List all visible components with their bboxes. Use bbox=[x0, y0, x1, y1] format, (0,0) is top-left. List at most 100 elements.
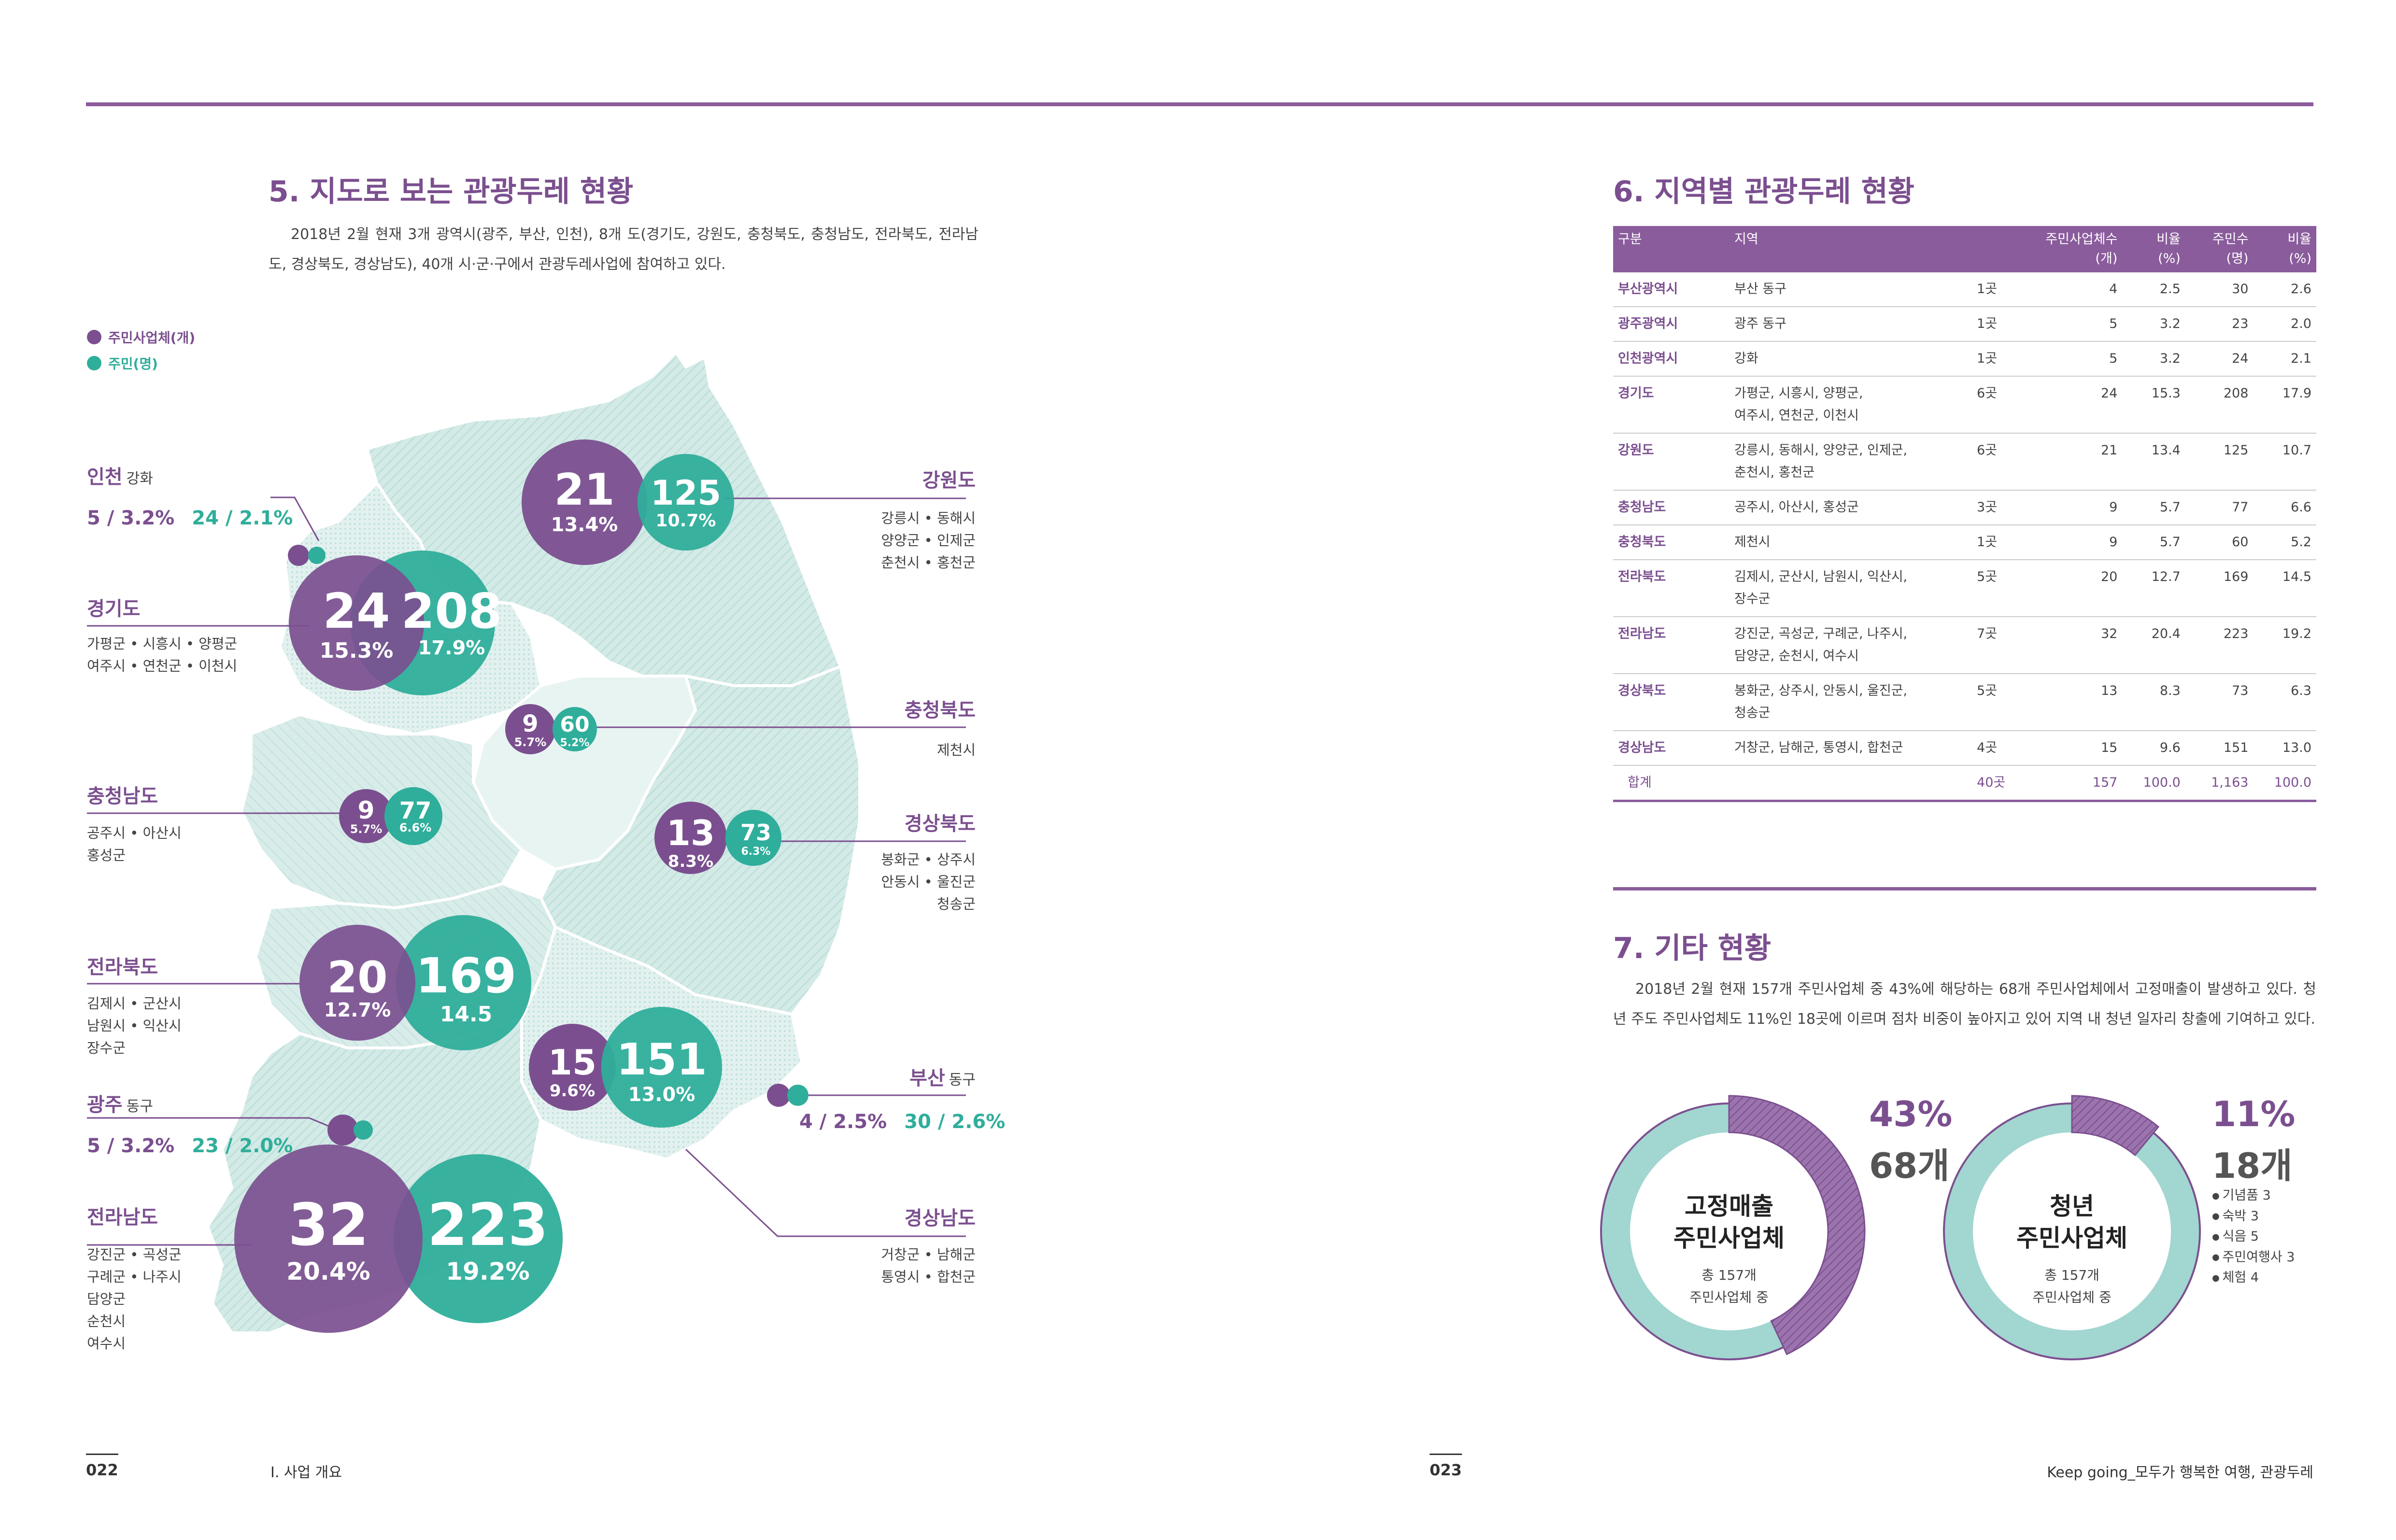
table-cell: 3.2 bbox=[2122, 307, 2185, 342]
legend-biz-label: 주민사업체(개) bbox=[108, 330, 196, 346]
table-cell: 공주시, 아산시, 홍성군 bbox=[1729, 490, 1972, 525]
bubble-gyeonggi-res-val: 208 bbox=[401, 583, 502, 639]
table-cell: 가평군, 시흥시, 양평군, 여주시, 연천군, 이천시 bbox=[1729, 376, 1972, 434]
table-cell: 1,163 bbox=[2185, 765, 2254, 802]
table-cell: 김제시, 군산시, 남원시, 익산시, 장수군 bbox=[1729, 560, 1972, 617]
table-header-row: 구분 지역 주민사업체수 (개) 비율 (%) 주민수 (명) 비율 (%) bbox=[1613, 226, 2316, 272]
map-intro-text: 2018년 2월 현재 3개 광역시(광주, 부산, 인천), 8개 도(경기도… bbox=[269, 226, 978, 273]
table-cell: 전라북도 bbox=[1613, 560, 1730, 617]
table-cell: 157 bbox=[2030, 765, 2123, 802]
table-row: 전라남도 강진군, 곡성군, 구례군, 나주시, 담양군, 순천시, 여수시 7곳 3… bbox=[1613, 617, 2316, 674]
donut1-title: 고정매출 주민사업체 bbox=[1673, 1192, 1785, 1252]
table-row: 충청북도 제천시 1곳 9 5.7 60 5.2 bbox=[1613, 525, 2316, 560]
region-chungnam-name: 충청남도 bbox=[87, 785, 158, 807]
region-incheon-name: 인천 강화 bbox=[87, 466, 153, 488]
region-gwangju-stats: 5 / 3.2% 23 / 2.0% bbox=[87, 1135, 293, 1157]
donut-fixed-revenue bbox=[1600, 1095, 1866, 1360]
table-cell: 10.7 bbox=[2253, 433, 2316, 491]
table-cell: 광주광역시 bbox=[1613, 307, 1730, 342]
legend-residents: 주민(명) bbox=[87, 353, 158, 373]
table-cell: 7곳 bbox=[1972, 617, 2030, 674]
table-cell: 강릉시, 동해시, 양양군, 인제군, 춘천시, 홍천군 bbox=[1729, 433, 1972, 491]
list-item: 숙박 3 bbox=[2212, 1206, 2295, 1227]
bubble-gyeongnam-res-val: 151 bbox=[616, 1034, 707, 1085]
bubble-gyeongnam-res-pct: 13.0% bbox=[628, 1084, 695, 1106]
table-cell: 2.6 bbox=[2253, 272, 2316, 307]
table-cell: 인천광역시 bbox=[1613, 341, 1730, 377]
table-cell: 광주 동구 bbox=[1729, 307, 1972, 342]
table-total-row: 합계 40곳 157 100.0 1,163 100.0 bbox=[1613, 765, 2316, 802]
bubble-chungbuk-biz-val: 9 bbox=[522, 710, 538, 737]
table-cell: 6.3 bbox=[2253, 674, 2316, 731]
table-cell: 6곳 bbox=[1972, 376, 2030, 434]
table-cell: 3곳 bbox=[1972, 490, 2030, 525]
table-cell: 경상북도 bbox=[1613, 674, 1730, 731]
table-cell: 223 bbox=[2185, 617, 2254, 674]
table-row: 부산광역시 부산 동구 1곳 4 2.5 30 2.6 bbox=[1613, 272, 2316, 307]
donut2-count: 18개 bbox=[2212, 1145, 2293, 1186]
table-cell: 24 bbox=[2030, 376, 2123, 434]
region-jeonbuk-name: 전라북도 bbox=[87, 956, 158, 978]
bubble-jeonbuk-res-pct: 14.5 bbox=[440, 1002, 493, 1027]
table-row: 충청남도 공주시, 아산시, 홍성군 3곳 9 5.7 77 6.6 bbox=[1613, 490, 2316, 525]
bubble-jeonbuk-biz-val: 20 bbox=[327, 952, 387, 1003]
bubble-chart: 21 13.4% 125 10.7% 24 15.3% 208 17.9% 9 … bbox=[234, 439, 808, 1333]
table-cell: 1곳 bbox=[1972, 272, 2030, 307]
table-cell: 30 bbox=[2185, 272, 2254, 307]
col-header-category: 구분 bbox=[1613, 226, 1730, 272]
table-row: 인천광역시 강화 1곳 5 3.2 24 2.1 bbox=[1613, 341, 2316, 377]
table-cell: 73 bbox=[2185, 674, 2254, 731]
table-cell: 충청남도 bbox=[1613, 490, 1730, 525]
col-header-residents: 주민수 (명) bbox=[2185, 226, 2254, 272]
section-separator bbox=[1613, 887, 2316, 890]
bubble-chungbuk-res bbox=[553, 707, 597, 751]
table-cell: 경기도 bbox=[1613, 376, 1730, 434]
table-cell: 20 bbox=[2030, 560, 2123, 617]
table-cell: 9 bbox=[2030, 525, 2123, 560]
table-row: 경기도 가평군, 시흥시, 양평군, 여주시, 연천군, 이천시 6곳 24 15.3 2… bbox=[1613, 376, 2316, 434]
bubble-gyeonggi-res-pct: 17.9% bbox=[418, 637, 485, 659]
bubble-jeonnam-biz bbox=[234, 1144, 423, 1333]
table-row: 광주광역시 광주 동구 1곳 5 3.2 23 2.0 bbox=[1613, 307, 2316, 342]
region-busan-stats: 4 / 2.5% 30 / 2.6% bbox=[799, 1111, 1006, 1133]
table-cell: 32 bbox=[2030, 617, 2123, 674]
table-cell: 5.7 bbox=[2122, 525, 2185, 560]
table-cell: 5곳 bbox=[1972, 674, 2030, 731]
table-cell: 12.7 bbox=[2122, 560, 2185, 617]
table-cell: 8.3 bbox=[2122, 674, 2185, 731]
table-row: 강원도 강릉시, 동해시, 양양군, 인제군, 춘천시, 홍천군 6곳 21 13.4 1… bbox=[1613, 433, 2316, 491]
bubble-gangwon-biz-pct: 13.4% bbox=[551, 514, 618, 536]
region-busan-name: 부산 동구 bbox=[909, 1067, 976, 1089]
table-cell: 9.6 bbox=[2122, 731, 2185, 766]
table-section-title: 6. 지역별 관광두레 현황 bbox=[1613, 175, 1915, 209]
bubble-gyeongbuk-biz-pct: 8.3% bbox=[668, 852, 713, 871]
bubble-chungnam-biz-val: 9 bbox=[358, 796, 375, 824]
table-row: 전라북도 김제시, 군산시, 남원시, 익산시, 장수군 5곳 20 12.7 169 14… bbox=[1613, 560, 2316, 617]
bubble-chungnam-biz bbox=[339, 789, 393, 843]
table-cell: 13.4 bbox=[2122, 433, 2185, 491]
bubble-gyeonggi-biz bbox=[289, 555, 424, 691]
bubble-jeonnam-res-val: 223 bbox=[427, 1192, 549, 1259]
list-item: 체험 4 bbox=[2212, 1268, 2295, 1288]
bubble-gyeongbuk-biz bbox=[654, 802, 727, 874]
region-jeonnam-name: 전라남도 bbox=[87, 1206, 158, 1229]
table-cell: 19.2 bbox=[2253, 617, 2316, 674]
bubble-chungbuk-biz-pct: 5.7% bbox=[514, 735, 547, 749]
bubble-gyeongnam-biz-val: 15 bbox=[548, 1042, 596, 1083]
other-section-title: 7. 기타 현황 bbox=[1613, 932, 1772, 965]
footer-left-text: Ⅰ. 사업 개요 bbox=[270, 1464, 342, 1481]
table-cell: 5 bbox=[2030, 341, 2123, 377]
table-cell: 6곳 bbox=[1972, 433, 2030, 491]
region-gyeongnam-list: 거창군 • 남해군 통영시 • 합천군 bbox=[881, 1246, 976, 1285]
table-cell: 17.9 bbox=[2253, 376, 2316, 434]
region-chungnam-list: 공주시 • 아산시 홍성군 bbox=[87, 825, 182, 863]
col-header-biz: 주민사업체수 (개) bbox=[2030, 226, 2123, 272]
bubble-gyeongbuk-biz-val: 13 bbox=[666, 813, 715, 853]
table-cell: 강화 bbox=[1729, 341, 1972, 377]
leader-gyeongnam bbox=[685, 1148, 966, 1237]
bubble-jeonbuk-biz-pct: 12.7% bbox=[324, 999, 391, 1021]
table-cell: 합계 bbox=[1613, 765, 1972, 802]
table-cell: 13 bbox=[2030, 674, 2123, 731]
region-gyeonggi-list: 가평군 • 시흥시 • 양평군 여주시 • 연천군 • 이천시 bbox=[87, 636, 238, 674]
region-gyeongbuk-name: 경상북도 bbox=[904, 813, 976, 835]
